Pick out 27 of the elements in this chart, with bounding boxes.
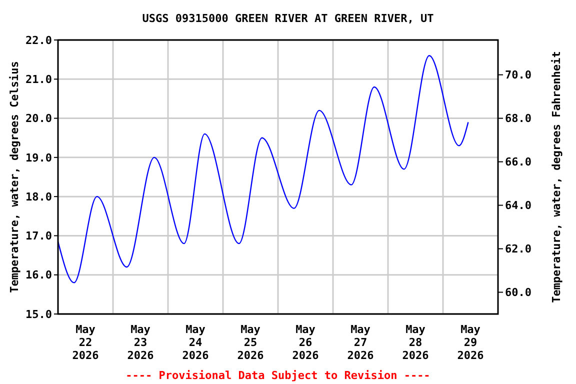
y2-tick-label: 60.0: [505, 286, 532, 300]
x-tick-label: May 28 2026: [402, 323, 430, 362]
y-tick-label: 21.0: [26, 72, 52, 86]
x-tick-label: May 24 2026: [182, 323, 210, 362]
y2-tick-label: 64.0: [505, 199, 532, 212]
y-tick-label: 22.0: [26, 34, 52, 47]
y2-tick-label: 66.0: [505, 156, 532, 169]
y-tick-label: 20.0: [26, 112, 52, 126]
x-tick-label: May 22 2026: [72, 323, 100, 362]
y-axis-title: Temperature, water, degrees Celsius: [8, 61, 21, 293]
y-tick-label: 16.0: [26, 268, 52, 282]
y2-tick-label: 68.0: [505, 112, 532, 126]
y-tick-label: 15.0: [26, 308, 52, 321]
y-tick-label: 19.0: [26, 151, 52, 164]
chart-title: USGS 09315000 GREEN RIVER AT GREEN RIVER, UT: [142, 12, 434, 25]
y2-tick-label: 62.0: [505, 242, 532, 256]
y2-axis-title: Temperature, water, degrees Fahrenheit: [550, 51, 563, 303]
text: ---- Provisional Data Subject to Revision ----: [126, 369, 430, 382]
x-tick-label: May 26 2026: [292, 323, 320, 362]
y2-tick-label: 70.0: [505, 68, 532, 82]
x-tick-label: May 23 2026: [127, 323, 154, 362]
x-tick-label: May 27 2026: [347, 323, 374, 362]
line-series: [57, 55, 469, 284]
x-tick-label: May 25 2026: [237, 323, 264, 362]
y-tick-label: 18.0: [26, 190, 52, 204]
y-tick-label: 17.0: [26, 230, 52, 243]
x-tick-label: May 29 2026: [457, 323, 484, 362]
